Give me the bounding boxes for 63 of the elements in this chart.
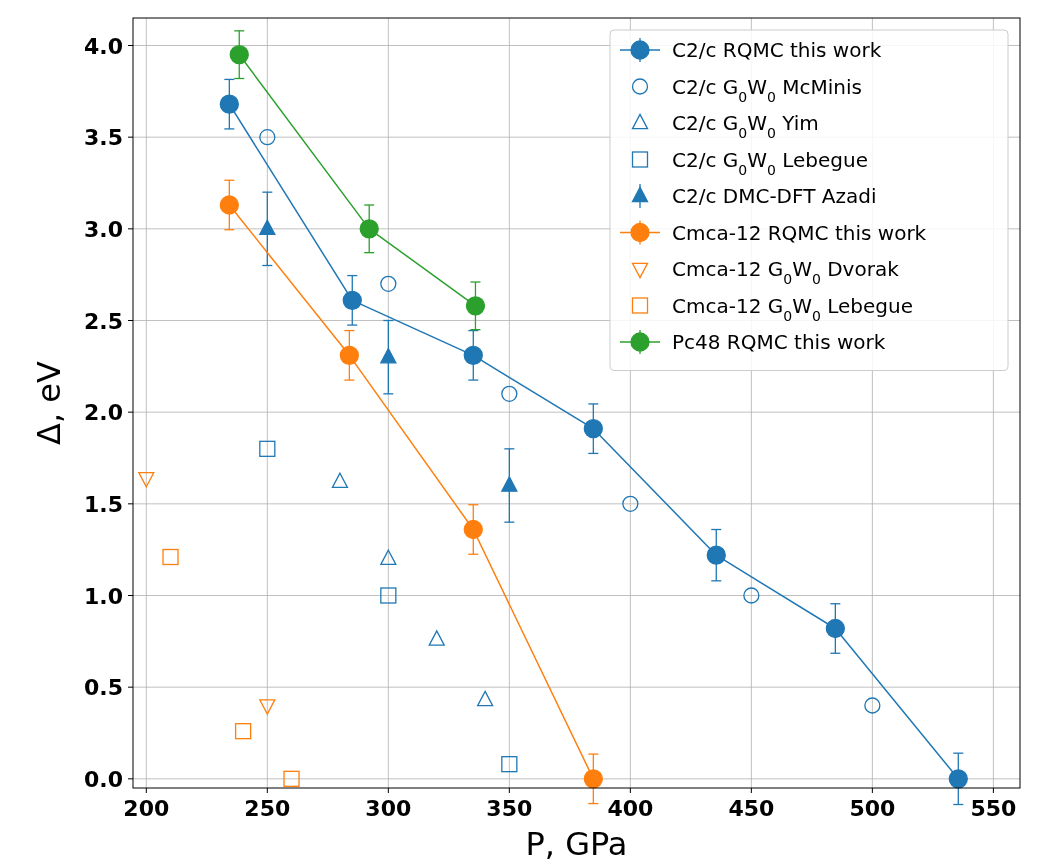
legend-label: C2/c DMC-DFT Azadi [672, 184, 877, 208]
legend-label: Cmca-12 G$_{0}$W$_{0}$ Dvorak [672, 257, 900, 287]
y-tick-label: 1.0 [84, 583, 123, 609]
y-tick-label: 1.5 [84, 491, 123, 517]
y-tick-label: 0.0 [84, 766, 123, 792]
point [342, 290, 362, 310]
legend-label: Cmca-12 RQMC this work [672, 220, 927, 245]
legend-label: C2/c G$_{0}$W$_{0}$ Lebegue [672, 147, 869, 178]
point [138, 471, 155, 488]
y-tick-label: 3.0 [84, 216, 123, 242]
x-axis-title: P, GPa [525, 825, 628, 859]
point [501, 756, 518, 773]
point [948, 769, 968, 789]
point [428, 630, 445, 646]
point [501, 476, 518, 492]
legend-label: C2/c G$_{0}$W$_{0}$ Yim [672, 111, 819, 141]
x-tick-label: 350 [486, 796, 533, 821]
point [259, 129, 276, 146]
x-tick-label: 450 [728, 796, 775, 821]
y-axis-title: Δ, eV [30, 360, 68, 445]
x-tick-label: 300 [365, 796, 412, 821]
point [583, 769, 603, 789]
point [706, 545, 726, 565]
point [380, 587, 397, 604]
point [283, 770, 300, 787]
point [339, 345, 360, 365]
point [259, 699, 276, 715]
x-tick-label: 550 [970, 796, 1017, 821]
point [234, 723, 252, 740]
point [825, 618, 845, 639]
point [380, 347, 397, 364]
point [331, 472, 349, 489]
point [229, 45, 249, 65]
x-tick-label: 200 [123, 796, 170, 821]
y-tick-label: 3.5 [84, 125, 123, 151]
point [259, 219, 276, 236]
point [583, 419, 603, 439]
legend-label: Cmca-12 G$_{0}$W$_{0}$ Lebegue [672, 293, 913, 324]
y-tick-label: 0.5 [84, 675, 123, 701]
y-tick-label: 4.0 [84, 33, 123, 59]
x-tick-label: 400 [607, 796, 654, 821]
point [463, 519, 483, 540]
point [359, 219, 379, 239]
legend-label: C2/c G$_{0}$W$_{0}$ McMinis [672, 74, 862, 105]
point [259, 440, 276, 457]
x-tick-label: 250 [244, 796, 291, 821]
point [864, 697, 881, 714]
point [219, 195, 239, 215]
x-tick-label: 500 [849, 796, 896, 821]
point [476, 690, 494, 707]
point [380, 275, 397, 292]
legend-label: Pc48 RQMC this work [672, 330, 886, 354]
point [162, 548, 179, 566]
point [743, 587, 760, 604]
legend-label: C2/c RQMC this work [672, 38, 882, 62]
y-tick-label: 2.5 [84, 308, 123, 334]
point [380, 549, 397, 566]
point [465, 296, 486, 316]
y-tick-label: 2.0 [84, 400, 123, 426]
point [463, 345, 483, 365]
point [501, 385, 518, 402]
point [622, 495, 639, 512]
point [219, 94, 239, 114]
